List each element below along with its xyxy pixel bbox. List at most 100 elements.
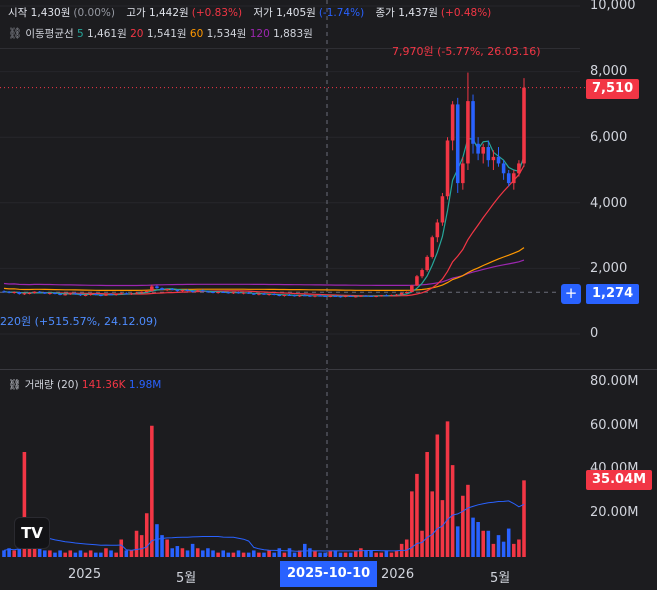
- price-tick: 6,000: [590, 130, 628, 145]
- tradingview-logo[interactable]: TV: [14, 517, 50, 549]
- volume-legend: ⛓ 거래량 (20) 141.36K 1.98M: [8, 377, 161, 392]
- volume-bar: [308, 548, 312, 557]
- price-tick: 4,000: [590, 196, 628, 211]
- volume-bar: [129, 550, 134, 557]
- volume-bar: [216, 552, 220, 557]
- candle-body: [471, 101, 475, 144]
- volume-bar: [379, 552, 384, 557]
- link-icon[interactable]: ⛓: [8, 379, 22, 391]
- candle-body: [155, 286, 159, 289]
- volume-bar: [425, 452, 429, 557]
- candle-body: [17, 292, 22, 294]
- candle-body: [129, 293, 134, 295]
- candle-body: [73, 293, 78, 295]
- volume-bar: [22, 452, 27, 557]
- candle-body: [63, 294, 67, 296]
- candle-body: [506, 173, 511, 184]
- volume-bar: [512, 543, 516, 557]
- candle-body: [450, 104, 455, 141]
- candle-body: [486, 147, 491, 161]
- candle-body: [297, 295, 302, 297]
- candle-body: [404, 292, 409, 294]
- volume-bar: [501, 541, 506, 557]
- candle-body: [201, 290, 205, 292]
- pane-separator[interactable]: [0, 369, 657, 370]
- candle-body: [43, 292, 47, 294]
- candle-body: [374, 295, 378, 297]
- volume-bar: [318, 552, 322, 557]
- candle-body: [78, 294, 83, 296]
- volume-bar: [109, 550, 113, 557]
- volume-bar: [481, 530, 485, 557]
- volume-bar: [292, 552, 297, 557]
- candle-body: [287, 294, 292, 296]
- candle-body: [517, 163, 521, 174]
- x-tick: 5월: [176, 571, 197, 586]
- volume-bar: [496, 535, 501, 557]
- volume-bar: [471, 517, 475, 557]
- candle-body: [144, 291, 149, 293]
- volume-bar: [445, 421, 450, 557]
- volume-bar: [262, 552, 266, 557]
- volume-bar: [68, 550, 73, 557]
- volume-bar: [466, 484, 470, 557]
- candle-body: [512, 173, 516, 184]
- volume-bar: [58, 550, 62, 557]
- candle-body: [221, 292, 225, 294]
- candle-body: [231, 292, 236, 294]
- volume-bar: [139, 535, 144, 557]
- volume-bar: [455, 526, 460, 557]
- link-icon[interactable]: ⛓: [8, 27, 22, 40]
- candle-body: [262, 293, 266, 295]
- candle-body: [48, 293, 52, 294]
- candle-body: [328, 295, 333, 297]
- ma5-value: 1,461원: [87, 28, 127, 40]
- candle-body: [343, 295, 348, 297]
- candle-body: [481, 147, 485, 154]
- candle-body: [466, 101, 470, 164]
- volume-bar: [282, 552, 287, 557]
- x-tick: 5월: [490, 571, 511, 586]
- candle-body: [109, 294, 113, 296]
- ma5-period: 5: [77, 28, 84, 40]
- volume-bar: [2, 550, 6, 557]
- high-pct: (+0.83%): [191, 7, 243, 19]
- volume-bar: [185, 550, 190, 557]
- volume-bar: [190, 543, 195, 557]
- candle-body: [88, 293, 93, 295]
- volume-bar: [430, 491, 435, 557]
- volume-bar: [415, 473, 419, 557]
- volume-bar: [73, 552, 78, 557]
- volume-title[interactable]: 거래량 (20): [24, 379, 79, 391]
- candle-body: [83, 294, 88, 296]
- volume-tick: 60.00M: [590, 418, 639, 433]
- open-label: 시작: [8, 7, 28, 19]
- candle-body: [170, 289, 175, 291]
- volume-bar: [7, 548, 11, 557]
- volume-bar: [389, 552, 394, 557]
- volume-bar: [353, 550, 358, 557]
- open-pct: (0.00%): [73, 7, 115, 19]
- candle-body: [267, 293, 271, 295]
- candle-body: [348, 295, 353, 297]
- candle-body: [206, 291, 210, 293]
- candle-body: [195, 290, 200, 292]
- ma20-value: 1,541원: [146, 28, 187, 40]
- ma-title[interactable]: 이동평균선: [25, 28, 74, 40]
- candle-body: [318, 295, 322, 297]
- candle-body: [257, 293, 261, 295]
- candle-body: [226, 292, 231, 294]
- candle-body: [435, 222, 440, 238]
- candle-body: [522, 87, 526, 164]
- candle-body: [211, 292, 215, 294]
- candle-body: [246, 292, 251, 294]
- volume-bar: [195, 548, 200, 557]
- candle-body: [236, 292, 241, 294]
- volume-bar: [359, 548, 363, 557]
- add-alert-button[interactable]: +: [561, 284, 581, 304]
- volume-bar: [17, 546, 22, 557]
- price-tick: 0: [590, 326, 599, 341]
- high-annotation: 7,970원 (-5.77%, 26.03.16): [392, 45, 541, 58]
- ma-legend: ⛓ 이동평균선 5 1,461원 20 1,541원 60 1,534원 120…: [8, 26, 313, 41]
